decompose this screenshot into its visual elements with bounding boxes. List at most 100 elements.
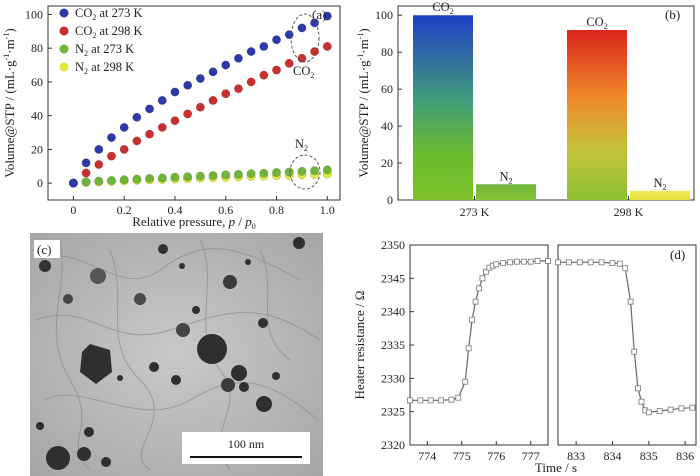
data-point [208,67,218,77]
data-point [310,47,320,56]
x-tick-label: 775 [453,449,471,463]
data-point [297,166,307,176]
data-point [132,174,142,184]
panel-c-label-background [34,240,60,258]
data-point [208,96,218,105]
data-point [145,173,155,183]
y-tick-label: 100 [375,8,393,22]
y-tick-label: 0 [37,176,43,190]
data-point [555,259,561,266]
panel-b-bars: CO2 N2 273 K CO2 N2 298 K [413,0,690,219]
panel-a-xlabel: Relative pressure, p / p0 [132,214,256,231]
data-point [417,397,424,404]
data-point [576,259,583,266]
panel-a: 0 20 40 60 80 100 0 0.2 0.4 0.6 0.8 1.0 (a) Relati… [2,5,341,231]
data-point [284,167,294,177]
data-point [246,47,256,56]
legend-marker-n2-298 [59,62,69,72]
data-point [609,260,616,266]
co2-ellipse [290,13,320,63]
data-point [272,65,281,75]
data-point [246,169,256,179]
panel-b-frame [397,5,695,201]
panel-a-frame [47,5,341,201]
data-point [476,285,482,292]
panel-a-points [68,11,332,188]
legend-co2-298: CO2 at 298 K [75,24,143,40]
panel-a-ylabel: Volume@STP / (mL·g-1·m-1) [2,28,17,178]
y-tick-label: 80 [31,41,43,55]
annotation-co2: CO2 [293,64,314,80]
y-tick-label: 60 [381,82,393,96]
x-tick-label: 1.0 [320,203,335,217]
panel-d-xlabel: Time / s [535,460,577,475]
data-point [183,80,193,90]
data-point [233,169,243,179]
data-point [221,60,231,70]
legend-n2-273: N2 at 273 K [75,42,134,58]
data-point [493,261,500,268]
data-point [507,259,513,266]
data-point [297,53,307,63]
data-point [145,129,155,139]
data-point [107,151,116,161]
data-point [479,275,486,282]
annotation-n2: N2 [295,137,308,153]
data-point [94,160,104,170]
y-tick-label: 2335 [381,338,405,352]
y-tick-label: 2330 [381,371,405,385]
x-tick-label: 0.8 [269,203,284,217]
data-point [119,144,129,154]
data-point [208,171,218,180]
y-tick-label: 40 [381,119,393,133]
y-tick-label: 20 [381,156,393,170]
n2-ellipse [289,154,321,190]
y-tick-label: 2325 [381,405,405,419]
data-point [622,265,629,272]
data-point [170,172,180,182]
panel-d-lines [407,258,696,416]
x-tick-label: 836 [676,449,694,463]
data-point [272,168,281,177]
bar-label: CO2 [586,15,607,31]
legend-marker-n2-273 [59,44,69,54]
data-point [527,258,534,265]
panel-d-label: (d) [670,247,685,262]
data-point [322,165,332,175]
data-point [157,96,167,105]
panel-a-legend: CO2 at 273 K CO2 at 298 K N2 at 273 K N2… [59,6,143,76]
data-point [284,58,294,68]
y-tick-label: 100 [25,7,43,21]
panel-c: 100 nm (c) [30,233,323,476]
data-point [157,123,167,132]
data-point [627,298,634,305]
data-point [500,260,507,266]
y-tick-label: 2345 [381,271,405,285]
x-tick-label: 834 [603,449,621,463]
x-tick-label: 777 [522,449,540,463]
data-point [259,168,269,178]
x-tick-label: 0.2 [117,203,132,217]
panel-d-ylabel: Heater resistance / Ω [352,291,367,400]
data-point [678,405,685,412]
panel-d-left-frame [409,244,549,446]
panel-b: 0 20 40 60 80 100 CO2 N2 273 K CO2 N2 298 K (b) Vo… [356,0,695,219]
data-point [534,258,541,264]
data-point [284,30,294,40]
data-point [587,259,594,266]
data-point [132,112,142,122]
data-point [170,87,180,97]
data-point [545,258,551,264]
data-point [119,175,129,185]
data-point [565,259,572,266]
data-point [68,178,78,188]
data-point [246,77,256,87]
bar [476,184,536,200]
bar [567,30,627,201]
data-point [427,397,434,404]
data-point [656,408,663,414]
tem-particles [36,237,305,470]
data-point [195,171,205,181]
data-point [438,397,444,404]
